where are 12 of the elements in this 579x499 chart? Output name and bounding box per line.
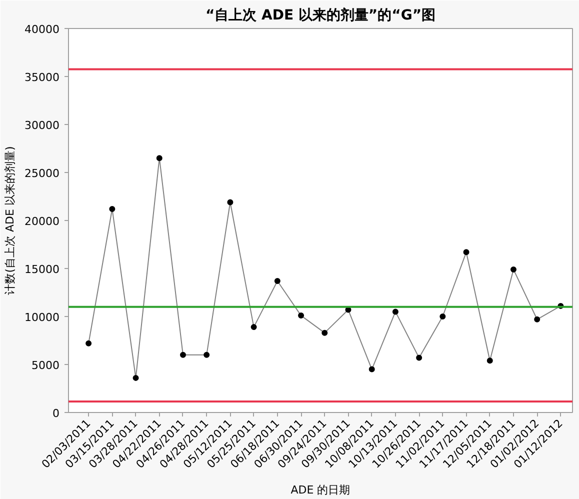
y-tick-label: 35000 [24, 71, 60, 84]
y-tick-label: 25000 [24, 167, 60, 180]
chart-title: “自上次 ADE 以来的剂量”的“G”图 [205, 6, 436, 24]
y-axis-title: 计数(自上次 ADE 以来的剂量) [4, 146, 17, 295]
x-axis-title: ADE 的日期 [290, 484, 350, 497]
y-tick-label: 10000 [24, 311, 60, 324]
y-tick-label: 5000 [32, 359, 60, 372]
y-tick-label: 40000 [24, 23, 60, 36]
y-tick-label: 0 [52, 407, 60, 420]
y-tick-label: 15000 [24, 263, 60, 276]
y-tick-label: 30000 [24, 119, 60, 132]
y-tick-label: 20000 [24, 215, 60, 228]
